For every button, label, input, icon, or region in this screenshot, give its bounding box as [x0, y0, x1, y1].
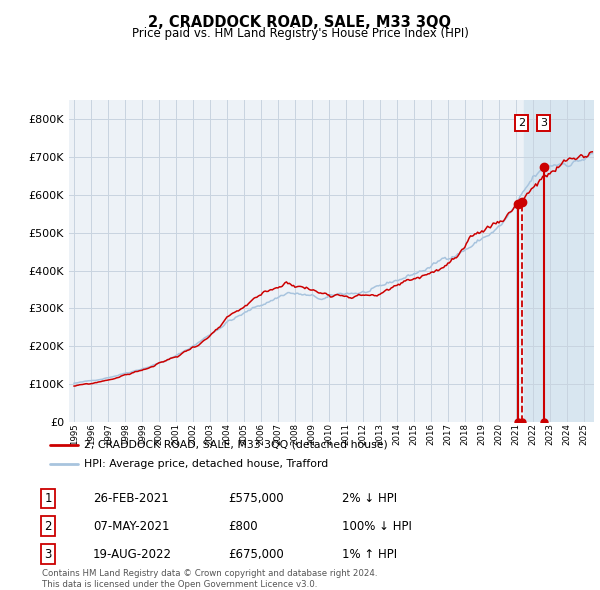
Text: 26-FEB-2021: 26-FEB-2021: [93, 492, 169, 505]
Text: 2: 2: [44, 520, 52, 533]
Text: 19-AUG-2022: 19-AUG-2022: [93, 548, 172, 560]
Text: 1% ↑ HPI: 1% ↑ HPI: [342, 548, 397, 560]
Text: £800: £800: [228, 520, 257, 533]
Bar: [524, 100, 594, 422]
Text: HPI: Average price, detached house, Trafford: HPI: Average price, detached house, Traf…: [84, 459, 328, 469]
Text: 2, CRADDOCK ROAD, SALE, M33 3QQ: 2, CRADDOCK ROAD, SALE, M33 3QQ: [149, 15, 452, 30]
Text: 3: 3: [44, 548, 52, 560]
Text: Price paid vs. HM Land Registry's House Price Index (HPI): Price paid vs. HM Land Registry's House …: [131, 27, 469, 40]
Text: 2% ↓ HPI: 2% ↓ HPI: [342, 492, 397, 505]
Text: 2: 2: [518, 118, 526, 128]
Text: 3: 3: [540, 118, 547, 128]
Text: £675,000: £675,000: [228, 548, 284, 560]
Text: Contains HM Land Registry data © Crown copyright and database right 2024.
This d: Contains HM Land Registry data © Crown c…: [42, 569, 377, 589]
Text: 1: 1: [44, 492, 52, 505]
Text: 100% ↓ HPI: 100% ↓ HPI: [342, 520, 412, 533]
Text: 2, CRADDOCK ROAD, SALE, M33 3QQ (detached house): 2, CRADDOCK ROAD, SALE, M33 3QQ (detache…: [84, 440, 388, 450]
Text: £575,000: £575,000: [228, 492, 284, 505]
Text: 07-MAY-2021: 07-MAY-2021: [93, 520, 170, 533]
